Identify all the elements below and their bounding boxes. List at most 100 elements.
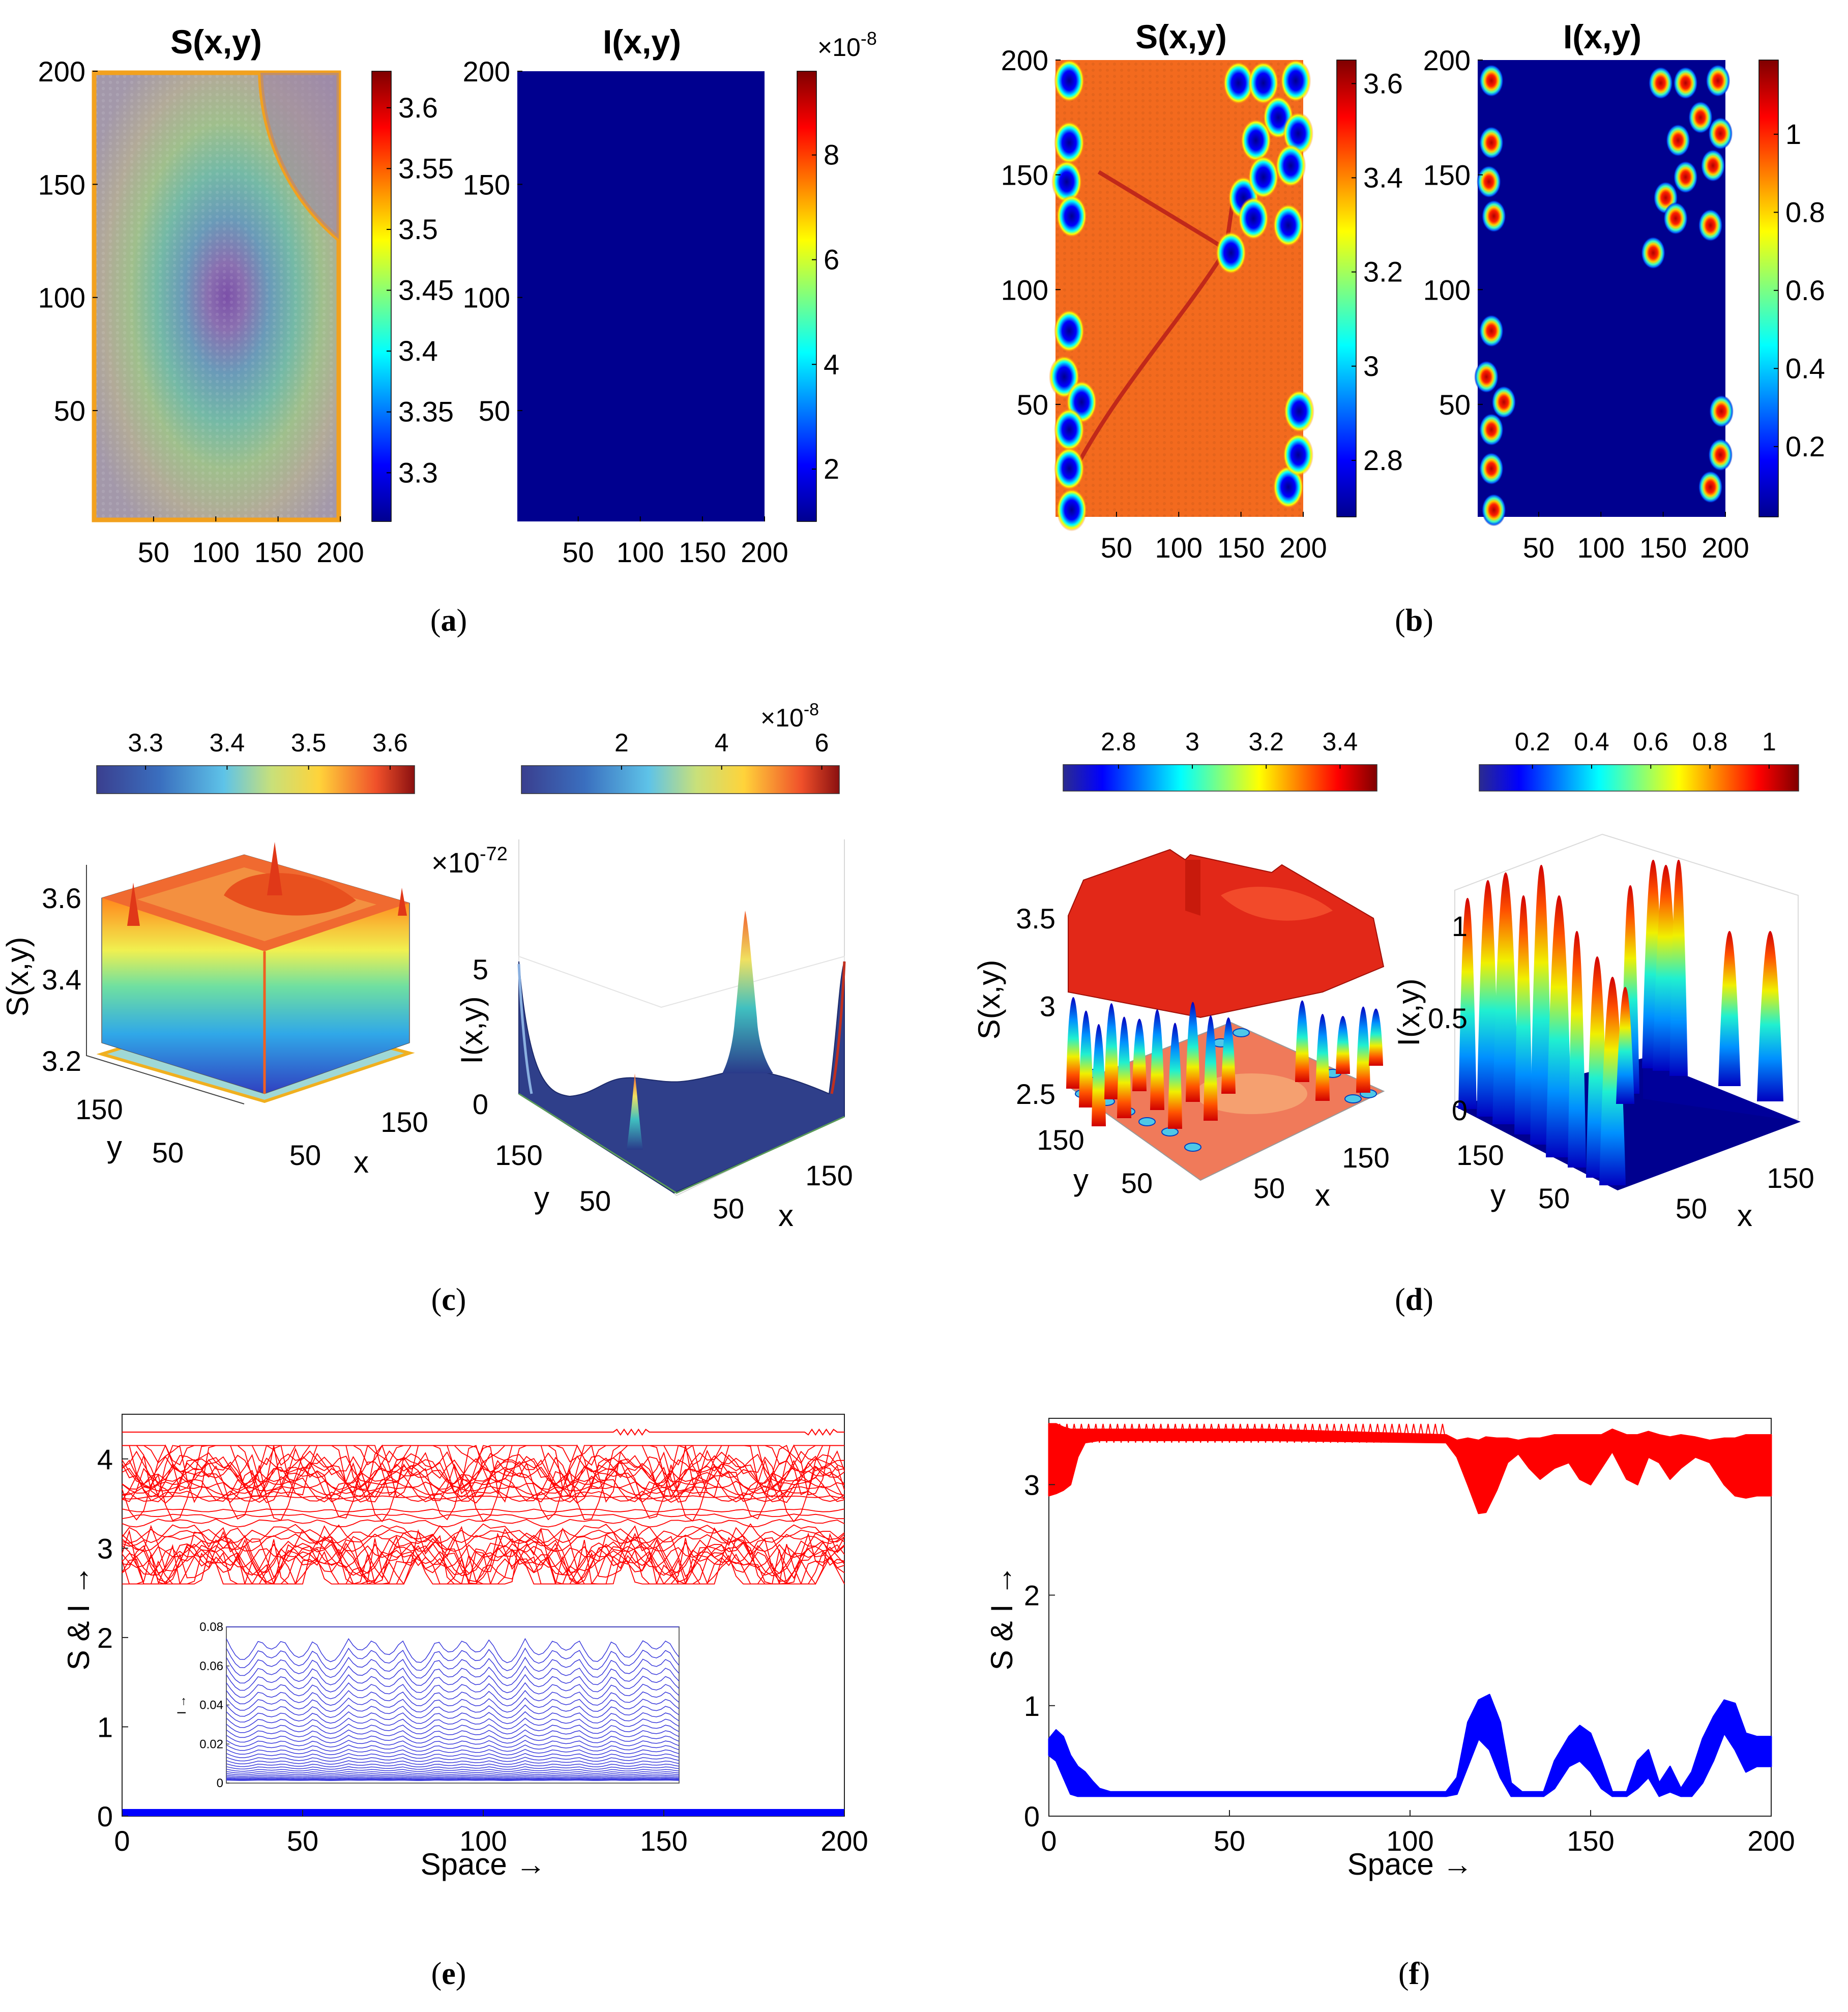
panel-e-inset-curve (226, 1748, 680, 1756)
panel-b-i-xtick-label: 50 (1523, 532, 1554, 564)
panel-c-i-colorbar-tick-label: 6 (815, 728, 829, 757)
panel-c-i-ztick-label: 0 (473, 1088, 488, 1120)
panel-c-i-xlabel: x (778, 1199, 794, 1233)
panel-b-i-spot (1481, 493, 1506, 527)
panel-d-i-xlabel: x (1737, 1199, 1752, 1233)
panel-e-s-curve (122, 1490, 845, 1502)
panel-a-s-colorbar-tick-label: 3.55 (398, 152, 454, 184)
panel-a-s-colorbar-tick-label: 3.4 (398, 335, 438, 367)
panel-b-i-spot (1708, 117, 1733, 150)
panel-b-s-spot (1248, 156, 1279, 199)
panel-c-s-surface (86, 842, 415, 1104)
panel-d-i-spike (1616, 987, 1634, 1104)
panel-e-inset-curve (226, 1776, 680, 1778)
panel-e-inset-ytick-label: 0 (217, 1776, 223, 1790)
panel-e-s-curve (122, 1495, 845, 1500)
panel-d-caption: (d) (1395, 1282, 1433, 1317)
panel-e-inset-ylabel: I → (175, 1696, 189, 1714)
panel-d-i-spike (1599, 977, 1626, 1185)
panel-b-i-spot (1648, 67, 1673, 100)
panel-f-axes: 0 50 100 150 200 0 1 2 3 (1024, 1469, 1795, 1857)
panel-a-i-xtick-label: 200 (741, 536, 788, 568)
panel-d-s-zlabel: S(x,y) (972, 960, 1006, 1040)
panel-e-inset-curve (226, 1666, 680, 1686)
panel-b-s-spot (1053, 59, 1084, 102)
panel-d-i-colorbar-tick-label: 0.8 (1692, 727, 1728, 756)
panel-e-s-curve (122, 1531, 845, 1585)
panel-d-i-spike (1514, 895, 1533, 1134)
panel-f-xtick-label: 150 (1567, 1825, 1614, 1857)
panel-c-s-colorbar (96, 765, 415, 794)
panel-b-s-spot (1053, 447, 1084, 490)
panel-b-s-colorbar-tick-label: 3.4 (1363, 161, 1403, 193)
panel-e-axes: 0 50 100 150 200 0 1 2 3 4 (97, 1443, 868, 1857)
panel-c-i-ztick-label: 5 (473, 953, 488, 985)
panel-d-i-spike (1546, 895, 1572, 1157)
panel-c-i-colorbar-exponent: ×10-8 (760, 700, 819, 732)
panel-b-s-ytick-label: 200 (1001, 44, 1048, 76)
panel-d-i-zlabel: I(x,y) (1392, 978, 1426, 1046)
panel-b-s-spot (1283, 433, 1314, 477)
panel-e-xtick-label: 100 (459, 1825, 507, 1857)
panel-f-s-oscillation (1048, 1423, 1447, 1443)
panel-d-i-spike (1718, 931, 1741, 1086)
panel-b-s-spot (1280, 59, 1311, 102)
panel-d-s-colorbar-tick-label: 2.8 (1101, 727, 1136, 756)
panel-c-s-ztick-label: 3.4 (42, 964, 81, 996)
panel-e-inset-curve (226, 1777, 680, 1780)
panel-e-xtick-label: 50 (287, 1825, 318, 1857)
panel-e-inset-curve (226, 1729, 680, 1739)
panel-b-i-spot (1479, 413, 1504, 446)
panel-b-i-spot (1481, 199, 1506, 232)
panel-c-s-ytick-label: 50 (152, 1136, 184, 1169)
panel-c-i-colorbar-tick-label: 4 (715, 728, 729, 757)
panel-e-s-curve (122, 1474, 845, 1503)
panel-a-i-axes: 50 100 150 200 50 100 150 200 (463, 55, 788, 568)
panel-e-inset-curve (226, 1740, 680, 1748)
panel-b-s-colorbar-tick-label: 3.2 (1363, 256, 1403, 288)
panel-b-s-title: S(x,y) (1135, 18, 1227, 55)
panel-a-s-xtick-label: 200 (316, 536, 364, 568)
panel-e-inset-curve (226, 1773, 680, 1775)
panel-f-plot-area (1048, 1418, 1772, 1817)
panel-e-series-s (122, 1428, 845, 1585)
panel-b-i-spot (1479, 126, 1504, 159)
panel-a-s-colorbar-tick-label: 3.3 (398, 456, 438, 488)
panel-a-i-xtick-label: 50 (563, 536, 594, 568)
panel-f-xlabel: Space → (1347, 1847, 1473, 1881)
panel-c-s-ztick-label: 3.2 (42, 1045, 81, 1077)
panel-d-s-valley (1132, 1018, 1147, 1091)
panel-b-s-spot (1053, 309, 1084, 353)
panel-d-i-xtick-label: 50 (1676, 1192, 1707, 1224)
panel-d-s-xtick-label: 50 (1253, 1172, 1285, 1204)
panel-a-i-colorbar-tick-label: 6 (824, 243, 839, 275)
panel-a-s-xtick-label: 50 (138, 536, 169, 568)
panel-e-s-curve (122, 1508, 845, 1512)
panel-d-s-surface (1066, 849, 1385, 1181)
panel-e-inset-curve (226, 1682, 680, 1700)
panel-c-i-ytick-label: 150 (495, 1139, 542, 1171)
panel-a-i-colorbar-tick-label: 8 (824, 139, 839, 171)
panel-b-i-spot (1666, 124, 1691, 157)
panel-e-inset-curve (226, 1744, 680, 1752)
panel-e-inset-curve (226, 1774, 680, 1777)
panel-a-caption: (a) (430, 603, 467, 638)
panel-f-xtick-label: 0 (1041, 1825, 1057, 1857)
panel-d-s-xlabel: x (1315, 1178, 1330, 1212)
panel-d-i-spike (1568, 931, 1586, 1168)
panel-e-ytick-label: 0 (97, 1800, 113, 1832)
panel-d-s-valleys (1066, 997, 1383, 1129)
panel-b-i-spots (1474, 64, 1734, 527)
panel-d-s-valley (1079, 1010, 1093, 1107)
panel-e-s-curve (122, 1527, 845, 1585)
panel-b-i-spot (1673, 67, 1698, 100)
panel-d-s-colorbar-tick-label: 3.4 (1323, 727, 1358, 756)
panel-d-s-valley (1092, 1024, 1106, 1126)
panel-e-inset-ytick-label: 0.02 (199, 1737, 223, 1751)
panel-c-i-xtick-label: 50 (713, 1192, 744, 1224)
panel-e-inset-curve (226, 1768, 680, 1772)
panel-b-caption: (b) (1395, 603, 1433, 638)
panel-d-s-valley (1186, 1002, 1200, 1102)
